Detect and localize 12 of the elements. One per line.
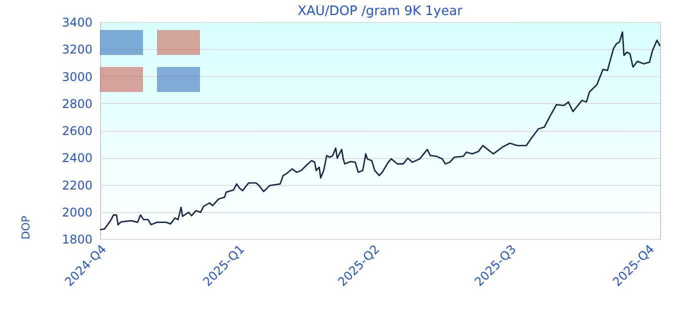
y-axis-title: DOP xyxy=(20,215,32,240)
y-tick-label: 2400 xyxy=(62,151,92,166)
y-tick-label: 2200 xyxy=(62,178,92,192)
y-tick-label: 2800 xyxy=(62,96,92,111)
chart-title: XAU/DOP /gram 9K 1year xyxy=(298,4,464,19)
y-tick-label: 1800 xyxy=(62,232,92,246)
y-tick-label: 2600 xyxy=(62,124,92,138)
line-series xyxy=(99,31,661,230)
y-tick-label: 3000 xyxy=(62,70,92,84)
y-tick-label: 3400 xyxy=(62,16,92,30)
y-tick-label: 3200 xyxy=(62,42,92,57)
y-tick-label: 2000 xyxy=(62,205,92,220)
